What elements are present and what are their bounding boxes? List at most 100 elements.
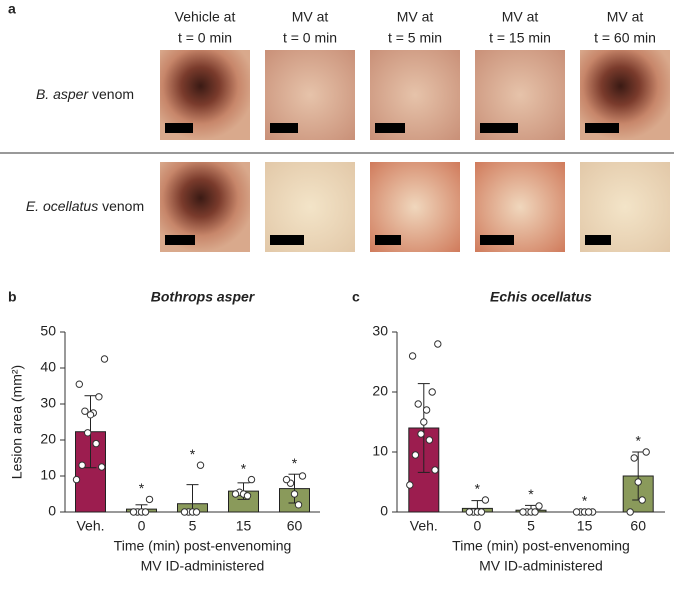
scale-bar <box>270 123 298 133</box>
significance: * <box>190 446 196 462</box>
data-point <box>78 461 86 469</box>
data-point <box>642 448 650 456</box>
data-point <box>294 501 303 509</box>
column-header: Vehicle at <box>175 9 236 25</box>
data-point <box>406 481 414 489</box>
data-point <box>425 436 434 444</box>
x-tick-label: 60 <box>630 518 646 534</box>
data-point <box>626 508 634 516</box>
data-point <box>231 490 240 498</box>
data-point <box>411 451 420 459</box>
x-tick-label: Veh. <box>76 518 104 534</box>
column-header: t = 5 min <box>388 30 442 46</box>
scale-bar <box>165 123 193 133</box>
scale-bar <box>585 235 611 245</box>
column-header: t = 0 min <box>178 30 232 46</box>
data-point <box>535 502 543 510</box>
data-point <box>98 463 106 471</box>
panel-label: a <box>8 1 16 17</box>
column-header: t = 0 min <box>283 30 337 46</box>
scale-bar <box>585 123 619 133</box>
chart-title: Bothrops asper <box>151 289 256 305</box>
x-tick-label: 15 <box>236 518 252 534</box>
data-point <box>196 461 205 469</box>
column-header: MV at <box>292 9 329 25</box>
column-header: t = 15 min <box>489 30 551 46</box>
x-axis-label: Time (min) post-envenoming <box>114 538 292 554</box>
data-point <box>247 475 256 484</box>
x-tick-label: 0 <box>138 518 146 534</box>
data-point <box>584 508 593 516</box>
x-axis-label: Time (min) post-envenoming <box>452 538 630 554</box>
data-point <box>84 429 92 437</box>
data-point <box>141 508 150 516</box>
data-point <box>145 495 154 504</box>
data-point <box>243 492 252 500</box>
x-tick-label: 15 <box>577 518 593 534</box>
x-axis-label: MV ID-administered <box>141 558 265 574</box>
data-point <box>408 352 417 360</box>
column-header: MV at <box>607 9 644 25</box>
data-point <box>428 388 436 396</box>
suffix: venom <box>98 198 144 214</box>
x-tick-label: 5 <box>527 518 535 534</box>
significance: * <box>582 493 588 509</box>
data-point <box>630 454 638 462</box>
data-point <box>572 508 581 516</box>
data-point <box>192 508 201 516</box>
data-point <box>129 508 138 516</box>
significance: * <box>241 460 247 476</box>
data-point <box>86 411 95 419</box>
suffix: venom <box>88 86 134 102</box>
y-tick-label: 30 <box>40 395 56 411</box>
scale-bar <box>480 235 514 245</box>
data-point <box>298 472 307 480</box>
data-point <box>422 406 431 414</box>
data-point <box>519 508 527 516</box>
y-tick-label: 50 <box>40 323 56 339</box>
column-header: MV at <box>397 9 434 25</box>
error-bar <box>417 383 430 473</box>
data-point <box>638 496 646 504</box>
significance: * <box>292 455 298 471</box>
data-point <box>95 393 103 401</box>
scale-bar <box>165 235 195 245</box>
data-point <box>290 490 299 498</box>
data-point <box>282 475 291 484</box>
significance: * <box>528 486 534 502</box>
column-header: MV at <box>502 9 539 25</box>
y-tick-label: 0 <box>48 503 56 519</box>
data-point <box>477 508 486 516</box>
x-axis-label: MV ID-administered <box>479 558 603 574</box>
data-point <box>531 508 539 516</box>
data-point <box>100 355 109 363</box>
data-point <box>414 400 422 408</box>
charts: Bothrops asper Lesion area (mm²) 0 10 20 30 40… <box>9 289 665 574</box>
y-tick-label: 0 <box>380 503 388 519</box>
data-point <box>417 430 425 438</box>
x-tick-label: 60 <box>287 518 303 534</box>
species: E. ocellatus <box>26 198 98 214</box>
y-tick-label: 10 <box>40 467 56 483</box>
data-point <box>420 418 428 426</box>
panel-label: b <box>8 289 17 305</box>
y-axis-label: Lesion area (mm²) <box>9 365 25 479</box>
data-point <box>465 508 474 516</box>
column-header: t = 60 min <box>594 30 656 46</box>
significance: * <box>475 481 481 497</box>
x-tick-label: 0 <box>474 518 482 534</box>
data-point <box>634 478 642 486</box>
data-point <box>481 496 490 504</box>
y-tick-label: 40 <box>40 359 56 375</box>
y-tick-label: 10 <box>372 443 388 459</box>
data-point <box>75 380 84 388</box>
scale-bar <box>375 235 401 245</box>
x-tick-label: Veh. <box>410 518 438 534</box>
data-point <box>180 508 189 516</box>
data-point <box>81 407 89 415</box>
y-tick-label: 20 <box>372 383 388 399</box>
y-tick-label: 20 <box>40 431 56 447</box>
photo-grid: Vehicle at t = 0 min MV at t = 0 min MV at t … <box>26 9 670 252</box>
scale-bar <box>480 123 518 133</box>
x-tick-label: 5 <box>189 518 197 534</box>
